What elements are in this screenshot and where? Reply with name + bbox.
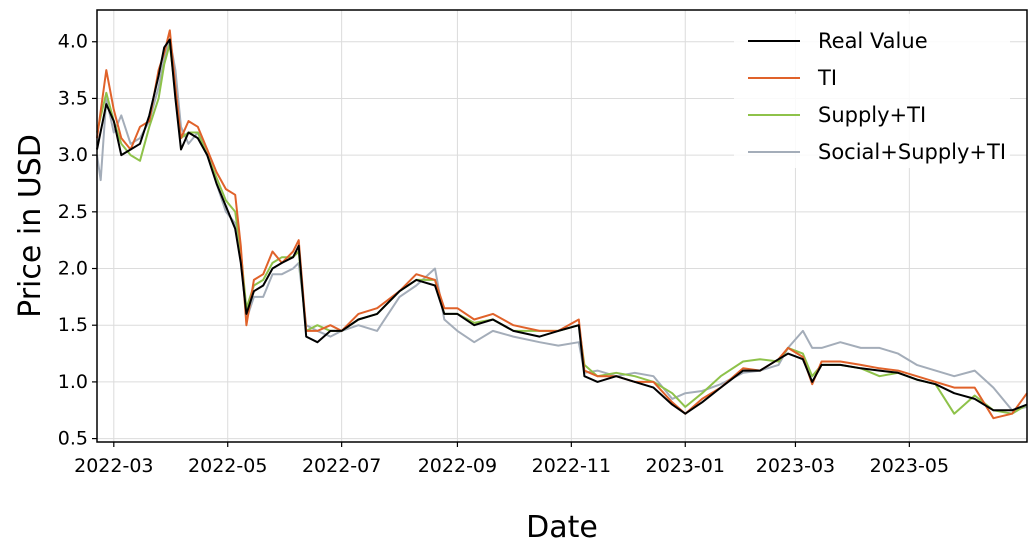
axis-ticks: 0.5 1.0 1.5 2.0 2.5 3.0 3.5 4.0 2022-03 2022-05 20…	[58, 31, 949, 477]
x-tick-label: 2022-07	[302, 455, 381, 477]
series-line-real-value	[96, 38, 1028, 415]
x-tick-label: 2023-03	[756, 455, 835, 477]
y-tick-label: 3.5	[58, 87, 88, 109]
x-tick-label: 2023-05	[870, 455, 949, 477]
y-tick-label: 0.5	[58, 428, 88, 450]
x-tick-label: 2023-01	[646, 455, 725, 477]
legend-label: Real Value	[818, 29, 928, 53]
legend-box	[734, 14, 1010, 168]
x-tick-label: 2022-05	[188, 455, 267, 477]
y-tick-label: 2.5	[58, 201, 88, 223]
x-tick-label: 2022-03	[74, 455, 153, 477]
x-axis-label: Date	[526, 510, 598, 545]
x-tick-label: 2022-11	[532, 455, 611, 477]
legend-label: Supply+TI	[818, 103, 926, 127]
x-tick-label: 2022-09	[418, 455, 497, 477]
y-tick-label: 4.0	[58, 31, 88, 53]
y-axis-label: Price in USD	[13, 134, 48, 318]
y-tick-label: 1.5	[58, 314, 88, 336]
plot-frame	[96, 9, 1028, 443]
grid-lines	[97, 10, 1027, 442]
y-tick-label: 3.0	[58, 144, 88, 166]
legend-label: TI	[817, 66, 837, 90]
y-tick-label: 1.0	[58, 371, 88, 393]
legend: Real Value TI Supply+TI Social+Supply+TI	[734, 14, 1010, 168]
legend-label: Social+Supply+TI	[818, 140, 1006, 164]
plot-series	[96, 29, 1028, 420]
series-line-social-supply-ti	[96, 38, 1028, 412]
y-tick-label: 2.0	[58, 258, 88, 280]
